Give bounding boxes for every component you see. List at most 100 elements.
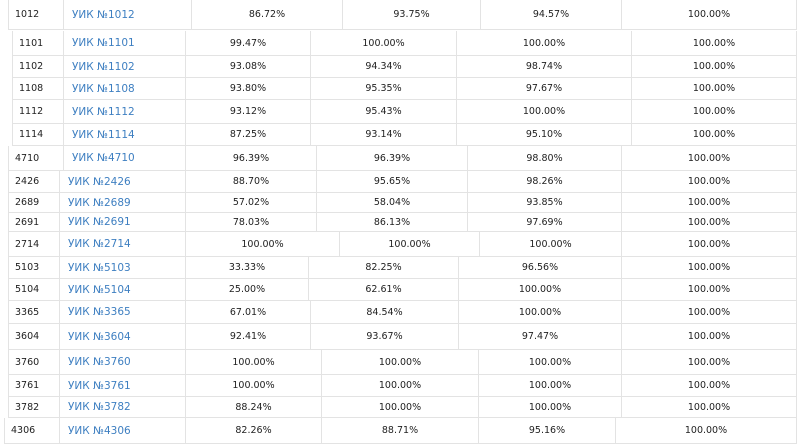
table-row: 3782 УИК №3782 88.24% 100.00% 100.00% 100.00%: [0, 397, 800, 418]
percent-cell-1: 88.24%: [186, 397, 322, 418]
table-row: 2689 УИК №2689 57.02% 58.04% 93.85% 100.00%: [0, 193, 800, 213]
station-name-link[interactable]: УИК №4710: [72, 152, 135, 164]
percent-cell-3: 100.00%: [479, 350, 622, 375]
station-name-cell: УИК №2689: [60, 193, 186, 213]
table-row: 2714 УИК №2714 100.00% 100.00% 100.00% 100.00…: [0, 232, 800, 257]
station-name-link[interactable]: УИК №1112: [72, 105, 135, 118]
percent-cell-1: 78.03%: [186, 213, 317, 232]
table-row: 1101 УИК №1101 99.47% 100.00% 100.00% 100.00%: [0, 31, 800, 56]
station-number-cell: 3365: [8, 301, 60, 324]
percent-cell-4: 100.00%: [632, 100, 797, 124]
percent-cell-2: 96.39%: [317, 146, 468, 171]
station-number-cell: 2689: [8, 193, 60, 213]
station-name-cell: УИК №1101: [64, 31, 186, 56]
station-number-cell: 1112: [12, 100, 64, 124]
station-name-link[interactable]: УИК №1012: [72, 8, 135, 21]
station-name-link[interactable]: УИК №2689: [68, 196, 131, 209]
station-number-cell: 3604: [8, 324, 60, 350]
percent-cell-2: 94.34%: [311, 56, 457, 78]
percent-cell-3: 93.85%: [468, 193, 622, 213]
station-name-cell: УИК №2426: [60, 171, 186, 193]
percent-cell-4: 100.00%: [622, 0, 797, 30]
station-number-cell: 2714: [8, 232, 60, 257]
percent-cell-4: 100.00%: [622, 350, 797, 375]
station-number-cell: 1101: [12, 31, 64, 56]
percent-cell-2: 93.67%: [311, 324, 459, 350]
percent-cell-2: 100.00%: [340, 232, 480, 257]
percent-cell-4: 100.00%: [632, 31, 797, 56]
percent-cell-1: 99.47%: [186, 31, 311, 56]
table-row: 1102 УИК №1102 93.08% 94.34% 98.74% 100.00%: [0, 56, 800, 78]
station-name-cell: УИК №3760: [60, 350, 186, 375]
percent-cell-3: 100.00%: [479, 397, 622, 418]
table-row: 3604 УИК №3604 92.41% 93.67% 97.47% 100.00%: [0, 324, 800, 350]
station-name-cell: УИК №2714: [60, 232, 186, 257]
percent-cell-1: 86.72%: [192, 0, 343, 30]
percent-cell-1: 93.80%: [186, 78, 311, 100]
table-row: 3365 УИК №3365 67.01% 84.54% 100.00% 100.00%: [0, 301, 800, 324]
table-row: 1114 УИК №1114 87.25% 93.14% 95.10% 100.00%: [0, 124, 800, 146]
station-name-link[interactable]: УИК №1102: [72, 60, 135, 73]
station-number-cell: 1102: [12, 56, 64, 78]
station-name-link[interactable]: УИК №3761: [68, 379, 131, 392]
station-number-cell: 2691: [8, 213, 60, 232]
percent-cell-4: 100.00%: [622, 146, 797, 171]
station-name-link[interactable]: УИК №3760: [68, 356, 131, 368]
station-name-cell: УИК №1108: [64, 78, 186, 100]
percent-cell-2: 95.65%: [317, 171, 468, 193]
percent-cell-4: 100.00%: [622, 397, 797, 418]
percent-cell-4: 100.00%: [622, 171, 797, 193]
percent-cell-4: 100.00%: [622, 324, 797, 350]
station-name-cell: УИК №2691: [60, 213, 186, 232]
station-name-link[interactable]: УИК №1101: [72, 37, 135, 49]
station-name-cell: УИК №1114: [64, 124, 186, 146]
station-name-link[interactable]: УИК №3782: [68, 401, 131, 413]
percent-cell-2: 100.00%: [322, 397, 479, 418]
station-number-cell: 3761: [8, 375, 60, 397]
station-name-link[interactable]: УИК №5103: [68, 261, 131, 274]
station-name-link[interactable]: УИК №1108: [72, 82, 135, 95]
percent-cell-2: 95.35%: [311, 78, 457, 100]
station-name-link[interactable]: УИК №3604: [68, 330, 131, 343]
percent-cell-2: 100.00%: [322, 375, 479, 397]
station-number-cell: 5104: [8, 279, 60, 301]
station-number-cell: 2426: [8, 171, 60, 193]
table-row: 5103 УИК №5103 33.33% 82.25% 96.56% 100.00%: [0, 257, 800, 279]
percent-cell-3: 100.00%: [479, 375, 622, 397]
percent-cell-1: 100.00%: [186, 232, 340, 257]
percent-cell-3: 98.74%: [457, 56, 632, 78]
percent-cell-4: 100.00%: [632, 124, 797, 146]
percent-cell-1: 93.12%: [186, 100, 311, 124]
station-name-cell: УИК №5104: [60, 279, 186, 301]
station-name-link[interactable]: УИК №3365: [68, 306, 131, 318]
percent-cell-2: 100.00%: [311, 31, 457, 56]
station-name-cell: УИК №3782: [60, 397, 186, 418]
station-name-link[interactable]: УИК №2691: [68, 216, 131, 228]
percent-cell-3: 95.16%: [479, 418, 616, 444]
percent-cell-4: 100.00%: [622, 232, 797, 257]
percent-cell-4: 100.00%: [622, 301, 797, 324]
table-row: 1012 УИК №1012 86.72% 93.75% 94.57% 100.00%: [0, 0, 800, 30]
percent-cell-1: 33.33%: [186, 257, 309, 279]
station-name-link[interactable]: УИК №2714: [68, 238, 131, 250]
station-name-cell: УИК №1112: [64, 100, 186, 124]
table-row: 1108 УИК №1108 93.80% 95.35% 97.67% 100.00%: [0, 78, 800, 100]
table-row: 3760 УИК №3760 100.00% 100.00% 100.00% 100.00…: [0, 350, 800, 375]
station-number-cell: 4710: [8, 146, 64, 171]
station-name-link[interactable]: УИК №2426: [68, 175, 131, 188]
percent-cell-3: 95.10%: [457, 124, 632, 146]
station-name-link[interactable]: УИК №1114: [72, 128, 135, 141]
percent-cell-2: 93.14%: [311, 124, 457, 146]
percent-cell-3: 100.00%: [457, 31, 632, 56]
percent-cell-3: 96.56%: [459, 257, 622, 279]
station-name-link[interactable]: УИК №5104: [68, 283, 131, 296]
percent-cell-3: 100.00%: [480, 232, 622, 257]
percent-cell-2: 62.61%: [309, 279, 459, 301]
percent-cell-1: 57.02%: [186, 193, 317, 213]
percent-cell-1: 82.26%: [186, 418, 322, 444]
table-row: 1112 УИК №1112 93.12% 95.43% 100.00% 100.00%: [0, 100, 800, 124]
percent-cell-2: 88.71%: [322, 418, 479, 444]
station-name-link[interactable]: УИК №4306: [68, 424, 131, 437]
table-row: 4710 УИК №4710 96.39% 96.39% 98.80% 100.00%: [0, 146, 800, 171]
station-number-cell: 3782: [8, 397, 60, 418]
